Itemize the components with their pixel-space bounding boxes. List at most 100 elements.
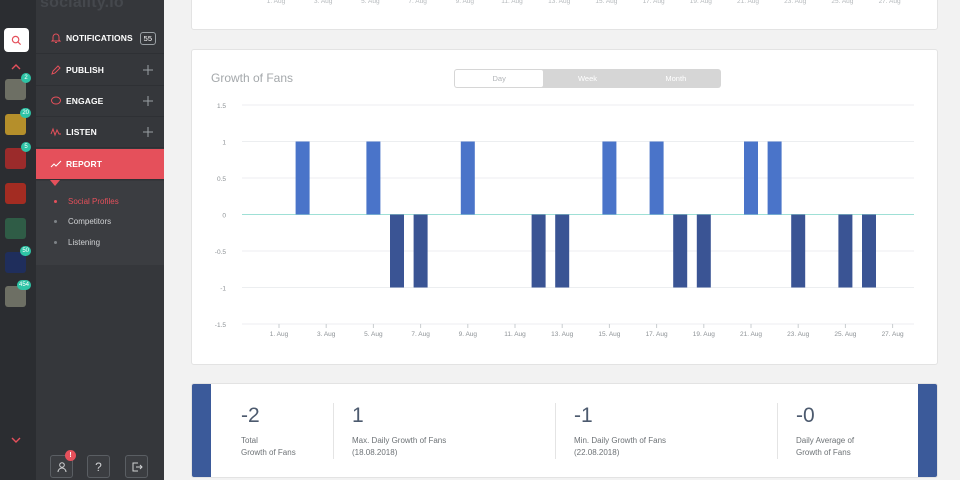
help-button[interactable]: ? xyxy=(87,455,110,478)
stats-edge-left xyxy=(192,384,211,477)
nav-listen-label: LISTEN xyxy=(66,127,97,137)
nav-engage[interactable]: ENGAGE xyxy=(36,86,164,117)
chevron-down-icon[interactable] xyxy=(10,434,22,446)
account-badge: 2 xyxy=(21,73,31,83)
x-tick-label: 1. Aug xyxy=(270,331,289,338)
x-tick-label: 19. Aug xyxy=(693,331,715,338)
account-badge: 50 xyxy=(20,246,31,256)
bullet-icon xyxy=(54,220,57,224)
account-avatar-coca-cola[interactable]: 5 xyxy=(5,142,31,169)
profile-alert-badge: ! xyxy=(65,450,76,461)
x-tick-label: 7. Aug xyxy=(408,0,427,5)
profile-button[interactable]: ! xyxy=(50,450,76,478)
x-tick-label: 5. Aug xyxy=(364,331,383,338)
x-tick-label: 1. Aug xyxy=(267,0,286,5)
y-tick-label: -1.5 xyxy=(215,322,227,329)
bar xyxy=(838,214,853,288)
account-avatar-mcdonalds[interactable] xyxy=(5,183,26,204)
bar xyxy=(791,214,806,288)
user-icon xyxy=(57,461,66,472)
stat-label: Max. Daily Growth of Fans (18.08.2018) xyxy=(352,436,447,457)
y-tick-label: 0 xyxy=(222,213,226,220)
x-tick-label: 25. Aug xyxy=(834,331,856,338)
stat-label: Daily Average of Growth of Fans xyxy=(796,436,855,457)
bell-icon xyxy=(50,33,62,43)
stat-value: -1 xyxy=(574,404,593,427)
y-tick-label: -1 xyxy=(220,286,226,293)
bar xyxy=(531,214,546,288)
tab-week[interactable]: Week xyxy=(577,74,598,83)
chevron-up-icon[interactable] xyxy=(10,61,22,73)
x-tick-label: 19. Aug xyxy=(690,0,712,5)
account-avatar-account-2[interactable]: 20 xyxy=(5,108,31,135)
period-toggle: Day Week Month xyxy=(454,69,721,88)
bullet-icon xyxy=(54,241,57,245)
stat-divider xyxy=(333,403,334,459)
search-button[interactable] xyxy=(4,28,29,52)
account-rail: 2 20 5 50 454 xyxy=(0,0,36,480)
account-avatar-account-7[interactable]: 454 xyxy=(5,280,31,307)
stat-value: -0 xyxy=(796,404,815,427)
submenu-listening[interactable]: Listening xyxy=(54,238,100,247)
x-tick-label: 15. Aug xyxy=(598,331,620,338)
bullet-icon xyxy=(54,200,57,204)
stats-card: -2 Total Growth of Fans 1 Max. Daily Gro… xyxy=(191,383,938,478)
stat-value: 1 xyxy=(352,404,364,427)
x-tick-label: 9. Aug xyxy=(459,331,478,338)
nav-report[interactable]: REPORT xyxy=(36,149,164,180)
y-tick-label: 1.5 xyxy=(217,103,226,110)
x-tick-label: 11. Aug xyxy=(504,331,526,338)
tab-day[interactable]: Day xyxy=(455,70,544,87)
previous-chart-axis: 1. Aug 3. Aug 5. Aug 7. Aug 9. Aug 11. Aug 13.… xyxy=(267,0,901,5)
submenu-competitors[interactable]: Competitors xyxy=(54,217,111,226)
stat-label: Min. Daily Growth of Fans (22.08.2018) xyxy=(574,436,667,457)
stat-label: Total Growth of Fans xyxy=(241,436,296,457)
stat-daily-average: -0 Daily Average of Growth of Fans xyxy=(796,404,854,458)
plus-icon[interactable] xyxy=(142,126,154,138)
x-tick-label: 3. Aug xyxy=(314,0,333,5)
trend-line-icon xyxy=(50,160,62,168)
y-tick-label: -0.5 xyxy=(215,249,227,256)
nav-listen[interactable]: LISTEN xyxy=(36,117,164,148)
x-tick-label: 27. Aug xyxy=(882,331,904,338)
nav-notifications[interactable]: NOTIFICATIONS 55 xyxy=(36,23,164,54)
submenu-social-profiles[interactable]: Social Profiles xyxy=(54,197,119,206)
account-avatar-sociality[interactable]: 50 xyxy=(5,246,31,273)
stat-total-growth: -2 Total Growth of Fans xyxy=(241,404,296,458)
search-icon xyxy=(11,35,22,45)
plus-icon[interactable] xyxy=(142,64,154,76)
x-tick-label: 17. Aug xyxy=(643,0,665,5)
x-tick-label: 21. Aug xyxy=(740,331,762,338)
x-tick-label: 23. Aug xyxy=(784,0,806,5)
bar xyxy=(744,141,758,215)
plus-icon[interactable] xyxy=(142,95,154,107)
report-submenu: Social Profiles Competitors Listening xyxy=(36,181,164,265)
bar xyxy=(295,141,310,215)
x-tick-label: 23. Aug xyxy=(787,331,809,338)
nav-report-label: REPORT xyxy=(66,159,103,169)
bar xyxy=(696,214,711,288)
x-tick-label: 13. Aug xyxy=(548,0,570,5)
bar xyxy=(366,141,381,215)
account-avatar-starbucks[interactable] xyxy=(5,218,26,239)
x-tick-label: 15. Aug xyxy=(595,0,617,5)
stat-max-daily-growth: 1 Max. Daily Growth of Fans (18.08.2018) xyxy=(352,404,446,458)
submenu-label: Social Profiles xyxy=(68,197,119,206)
x-tick-label: 11. Aug xyxy=(501,0,523,5)
stat-divider xyxy=(777,403,778,459)
stats-edge-right xyxy=(918,384,937,477)
chat-bubble-icon xyxy=(51,96,61,105)
nav-publish[interactable]: PUBLISH xyxy=(36,55,164,86)
waveform-icon xyxy=(50,127,61,137)
report-caret xyxy=(50,180,60,186)
tab-month[interactable]: Month xyxy=(665,74,687,83)
account-avatar-account-1[interactable]: 2 xyxy=(5,73,31,100)
main-nav: sociality.io NOTIFICATIONS 55 PUBLISH EN… xyxy=(36,0,164,480)
x-tick-label: 5. Aug xyxy=(361,0,380,5)
submenu-label: Competitors xyxy=(68,217,112,226)
notifications-count-badge: 55 xyxy=(139,32,156,45)
logout-button[interactable] xyxy=(125,455,148,478)
bar xyxy=(649,141,664,215)
y-tick-label: 1 xyxy=(222,140,226,147)
bar xyxy=(460,141,475,215)
